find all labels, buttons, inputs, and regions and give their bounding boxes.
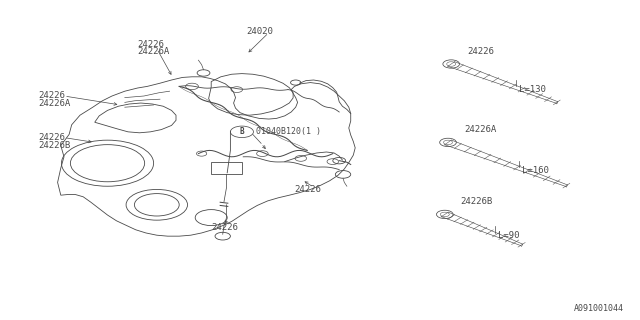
Text: 24226: 24226 <box>38 133 65 142</box>
Text: 24020: 24020 <box>246 28 273 36</box>
Text: 24226B: 24226B <box>38 141 70 150</box>
Text: L=90: L=90 <box>498 231 520 240</box>
Text: A091001044: A091001044 <box>574 304 624 313</box>
Text: 24226: 24226 <box>211 223 238 232</box>
Bar <box>211 162 242 174</box>
Text: L=160: L=160 <box>522 166 548 175</box>
Text: L=130: L=130 <box>519 85 545 94</box>
Text: 24226: 24226 <box>38 92 65 100</box>
Text: 01040B120(1 ): 01040B120(1 ) <box>256 127 321 136</box>
Text: 24226: 24226 <box>138 40 164 49</box>
Text: 24226: 24226 <box>467 47 494 56</box>
Text: 24226A: 24226A <box>138 47 170 56</box>
Text: 24226A: 24226A <box>464 125 496 134</box>
Text: 24226: 24226 <box>294 185 321 194</box>
Text: 24226A: 24226A <box>38 99 70 108</box>
Text: 24226B: 24226B <box>461 197 493 206</box>
Text: B: B <box>239 127 244 136</box>
